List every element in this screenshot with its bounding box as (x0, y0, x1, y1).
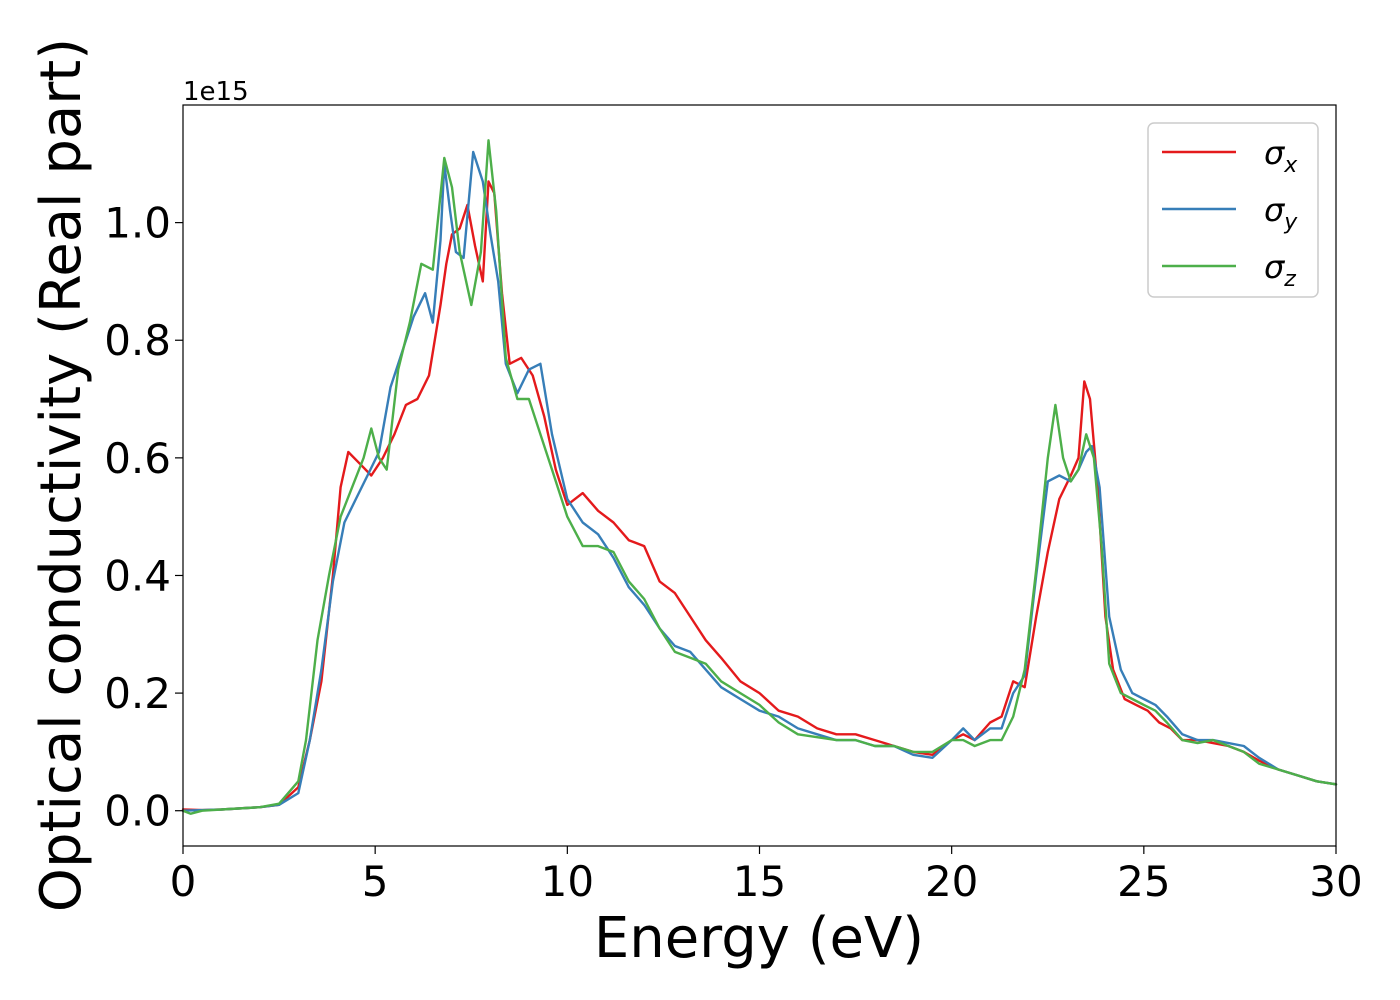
y-tick-label: 0.2 (104, 669, 171, 718)
x-tick-label: 30 (1309, 857, 1362, 906)
x-tick-label: 10 (541, 857, 594, 906)
series-layer (181, 139, 1338, 815)
legend-label-x: σx (1264, 134, 1298, 178)
legend-label-y: σy (1264, 191, 1298, 235)
y-tick-label: 0.8 (104, 316, 171, 365)
y-tick-label: 1.0 (104, 199, 171, 248)
series-line-z (181, 139, 1338, 815)
legend: σx σy σz (1147, 122, 1319, 298)
series-line-x (181, 180, 1338, 812)
x-tick-label: 20 (925, 857, 978, 906)
legend-label-z: σz (1264, 248, 1296, 292)
x-axis-label: Energy (eV) (594, 906, 924, 971)
y-tick-label: 0.6 (104, 434, 171, 483)
y-offset-label: 1e15 (183, 77, 249, 107)
y-tick-label: 0.4 (104, 551, 171, 600)
x-tick-label: 0 (170, 857, 197, 906)
y-axis: 0.0 0.2 0.4 0.6 0.8 1.0 (104, 199, 183, 836)
x-axis: 0 5 10 15 20 25 30 (170, 846, 1363, 906)
x-tick-label: 15 (733, 857, 786, 906)
y-tick-label: 0.0 (104, 787, 171, 836)
y-axis-label: Optical conductivity (Real part) (29, 38, 94, 912)
x-tick-label: 25 (1117, 857, 1170, 906)
x-tick-label: 5 (362, 857, 389, 906)
